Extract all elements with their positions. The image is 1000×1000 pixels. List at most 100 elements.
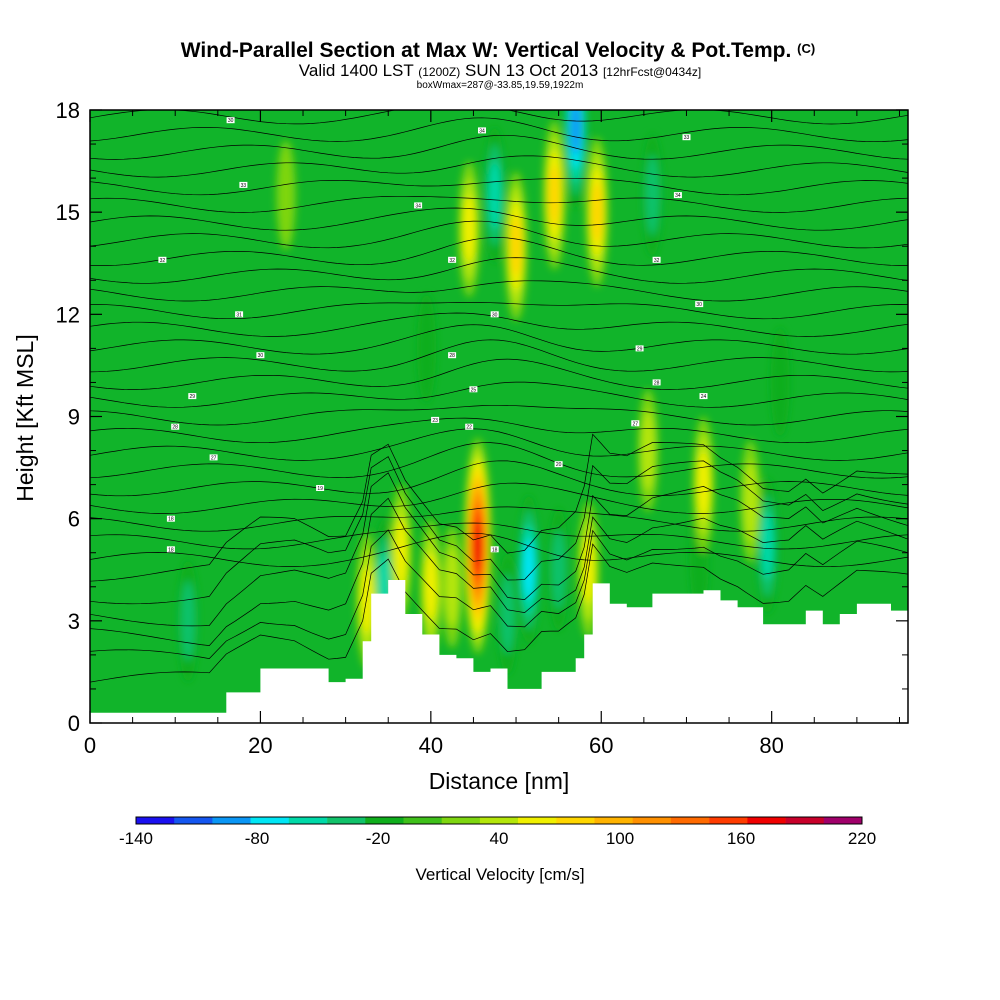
theta-contour bbox=[90, 177, 908, 196]
colorbar: -140 -80 -20 40 100 160 220 bbox=[119, 816, 876, 848]
contour-label: 18 bbox=[168, 547, 174, 553]
colorbar-tick-label: 40 bbox=[490, 829, 509, 848]
y-tick-label: 6 bbox=[68, 507, 80, 532]
colorbar-swatch bbox=[174, 817, 213, 824]
downdraft-cell bbox=[417, 293, 437, 404]
contour-label-box bbox=[652, 256, 661, 263]
colorbar-tick-label: -20 bbox=[366, 829, 391, 848]
contour-label: 23 bbox=[432, 418, 438, 424]
contour-labels: 30 33 32 31 30 29 28 27 19 18 18 34 33 34 34 32 32 30 30 28… bbox=[158, 117, 708, 553]
contour-label-box bbox=[171, 423, 180, 430]
contour-label-box bbox=[209, 454, 218, 461]
theta-contour bbox=[90, 302, 908, 320]
contour-label: 25 bbox=[471, 387, 477, 393]
contour-label: 30 bbox=[492, 312, 498, 318]
updraft-cell bbox=[743, 461, 758, 542]
contour-label: 31 bbox=[236, 312, 242, 318]
y-tick-label: 18 bbox=[56, 98, 80, 123]
theta-contour bbox=[90, 442, 908, 479]
colorbar-swatch bbox=[632, 817, 672, 824]
colorbar-swatch bbox=[785, 817, 825, 824]
theta-contour bbox=[90, 404, 908, 426]
downdraft-cell bbox=[761, 512, 774, 580]
contour-label-box bbox=[239, 181, 248, 188]
theta-contour bbox=[90, 339, 908, 373]
subtitle-date: SUN 13 Oct 2013 bbox=[465, 61, 598, 80]
contour-label: 30 bbox=[228, 118, 234, 124]
updraft-cell bbox=[548, 164, 561, 226]
contour-label: 33 bbox=[684, 135, 690, 141]
terrain-shape bbox=[90, 580, 908, 723]
updraft-cell bbox=[444, 546, 460, 627]
plot-area: 30 33 32 31 30 29 28 27 19 18 18 34 33 34 34 32 32 30 30 28… bbox=[90, 110, 908, 723]
colorbar-tick-label: -80 bbox=[245, 829, 270, 848]
box-info: boxWmax=287@-33.85,19.59,1922m bbox=[417, 80, 584, 91]
contour-label: 34 bbox=[415, 203, 421, 209]
colorbar-swatch bbox=[594, 817, 633, 824]
colorbar-swatch bbox=[288, 817, 328, 824]
y-tick-label: 0 bbox=[68, 711, 80, 736]
contour-label: 34 bbox=[675, 193, 681, 199]
contour-label-box bbox=[256, 352, 265, 359]
colorbar-swatch bbox=[479, 817, 519, 824]
colorbar-swatch bbox=[327, 817, 366, 824]
colorbar-swatch bbox=[518, 817, 557, 824]
downdraft-cell bbox=[770, 327, 790, 438]
y-tick-label: 12 bbox=[56, 302, 80, 327]
y-axis-label: Height [Kft MSL] bbox=[12, 334, 38, 501]
colorbar-tick-label: 220 bbox=[848, 829, 876, 848]
contour-label-box bbox=[465, 423, 474, 430]
contour-label-box bbox=[166, 515, 175, 522]
terrain-mask bbox=[90, 580, 908, 723]
contour-label-box bbox=[478, 127, 486, 134]
contour-label-box bbox=[673, 192, 682, 199]
contour-label-box bbox=[554, 461, 563, 468]
colorbar-swatch bbox=[747, 817, 786, 824]
theta-contour bbox=[90, 117, 908, 143]
x-tick-label: 20 bbox=[248, 733, 272, 758]
y-tick-label: 3 bbox=[68, 609, 80, 634]
updraft-cell bbox=[510, 216, 522, 277]
potential-temperature-contours bbox=[90, 110, 908, 683]
updraft-cell bbox=[276, 140, 296, 250]
contour-label: 30 bbox=[258, 353, 264, 359]
theta-contour bbox=[90, 155, 908, 178]
contour-label-box bbox=[414, 202, 423, 209]
contour-label-box bbox=[652, 379, 661, 386]
contour-label: 27 bbox=[633, 421, 639, 427]
chart-title-mark: (C) bbox=[797, 41, 815, 56]
colorbar-swatch bbox=[365, 817, 404, 824]
contour-label: 32 bbox=[449, 258, 455, 264]
contour-label-box bbox=[448, 256, 457, 263]
colorbar-swatch bbox=[212, 817, 251, 824]
colorbar-swatch bbox=[556, 817, 595, 824]
contour-label-box bbox=[682, 134, 691, 141]
theta-contour bbox=[90, 207, 908, 231]
theta-contour bbox=[90, 532, 908, 568]
contour-label-box bbox=[695, 301, 704, 308]
chart-title-text: Wind-Parallel Section at Max W: Vertical… bbox=[181, 39, 792, 62]
y-tick-label: 9 bbox=[68, 405, 80, 430]
colorbar-swatch bbox=[823, 817, 863, 824]
colorbar-frame bbox=[135, 816, 863, 825]
theta-contour bbox=[90, 195, 908, 213]
contour-label-box bbox=[316, 485, 325, 491]
theta-contour bbox=[90, 312, 908, 337]
x-tick-label: 60 bbox=[589, 733, 613, 758]
theta-contour bbox=[90, 417, 908, 444]
theta-contour bbox=[90, 324, 908, 355]
contour-label-box bbox=[188, 393, 197, 400]
theta-contour bbox=[90, 358, 908, 390]
contour-label-box bbox=[469, 386, 478, 393]
contour-label-box bbox=[158, 256, 167, 263]
colorbar-tick-label: -140 bbox=[119, 829, 153, 848]
contour-label: 20 bbox=[556, 462, 562, 468]
contour-label: 33 bbox=[241, 183, 247, 189]
contour-label-box bbox=[631, 420, 640, 427]
contour-label: 18 bbox=[492, 547, 498, 553]
colorbar-swatch bbox=[709, 817, 748, 824]
theta-contour bbox=[90, 460, 908, 497]
downdraft-cell bbox=[645, 155, 660, 236]
contour-label: 28 bbox=[172, 425, 178, 431]
